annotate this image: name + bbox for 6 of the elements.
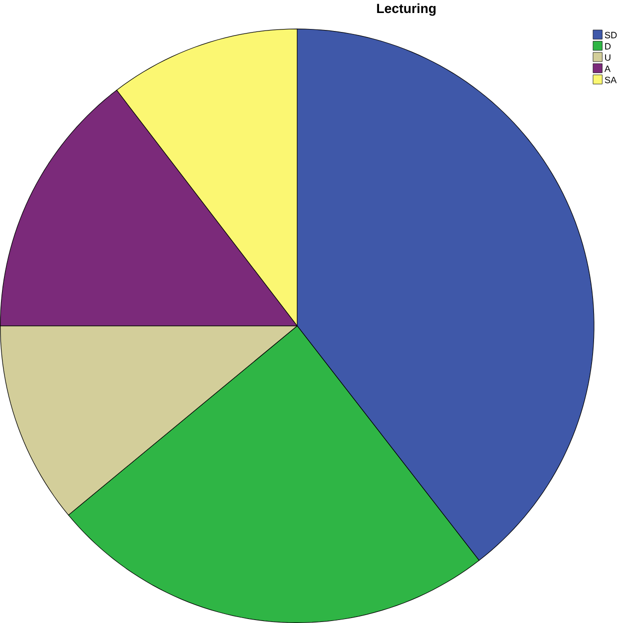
legend-label: SD	[604, 32, 617, 38]
legend-label: U	[605, 54, 610, 61]
chart-title: Lecturing	[377, 3, 436, 16]
legend-label: D	[605, 43, 611, 50]
legend-label: A	[604, 66, 610, 72]
legend-label: SA	[604, 76, 617, 84]
